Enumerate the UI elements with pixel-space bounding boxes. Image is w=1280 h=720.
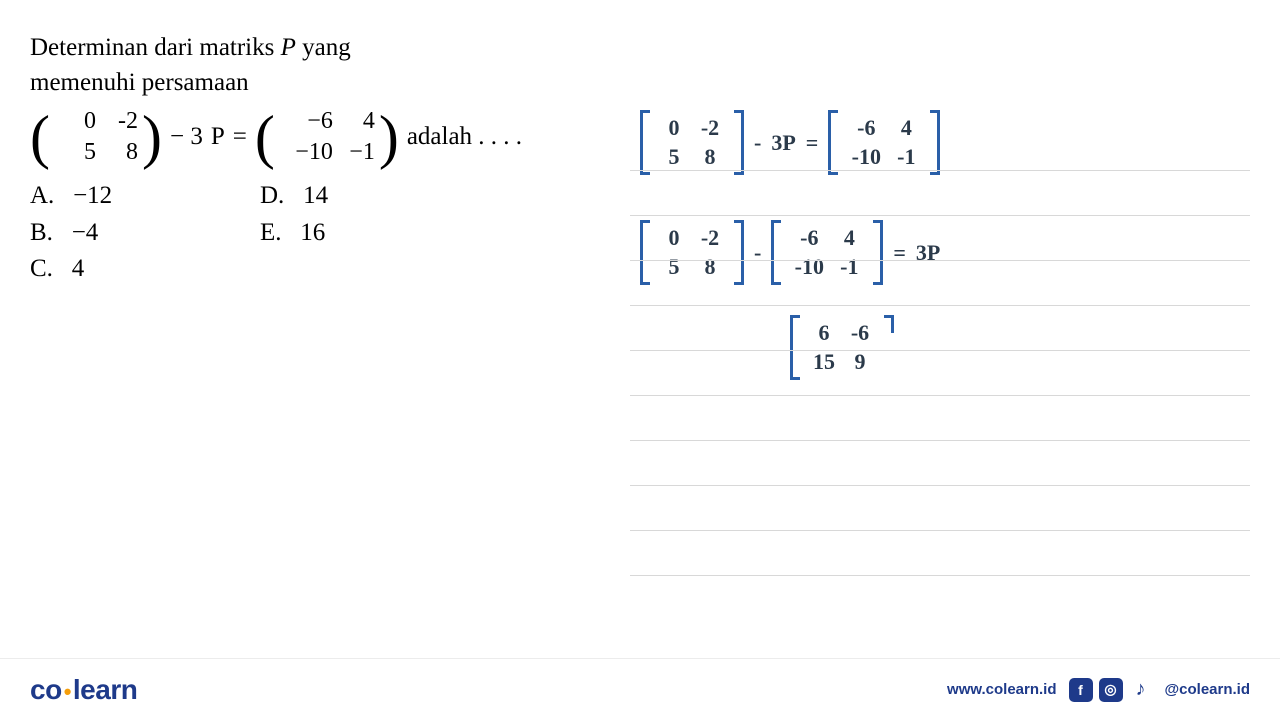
option-c: C. 4 <box>30 251 260 287</box>
ruled-line <box>630 260 1250 261</box>
tiktok-icon[interactable]: ♪ <box>1129 678 1153 702</box>
option-b: B. −4 <box>30 215 260 251</box>
footer: co•learn www.colearn.id f ◎ ♪ @colearn.i… <box>0 658 1280 720</box>
logo-dot-icon: • <box>62 679 73 704</box>
ruled-line <box>630 350 1250 351</box>
q-line1-b: yang <box>296 34 351 61</box>
ruled-line <box>630 395 1250 396</box>
hand-m2b: -64 -10-1 <box>771 220 883 285</box>
option-a: A. −12 <box>30 178 260 214</box>
eq-op2: = <box>225 123 255 151</box>
options-block: A. −12 D. 14 B. −4 E. 16 C. 4 <box>30 178 610 287</box>
matrix-2: ( −64 −10−1 ) <box>255 106 399 168</box>
option-d: D. 14 <box>260 178 490 214</box>
logo: co•learn <box>30 674 137 706</box>
q-line1-a: Determinan dari matriks <box>30 34 281 61</box>
q-var: P <box>281 34 296 61</box>
handwriting-area: 0-2 58 - 3P = -64 -10-1 <box>630 30 1250 550</box>
footer-url[interactable]: www.colearn.id <box>947 681 1056 698</box>
instagram-icon[interactable]: ◎ <box>1099 678 1123 702</box>
ruled-line <box>630 305 1250 306</box>
hand-eq2: 0-2 58 - -64 -10-1 = 3P <box>640 220 940 285</box>
ruled-line <box>630 485 1250 486</box>
social-handle[interactable]: @colearn.id <box>1165 681 1250 698</box>
ruled-line <box>630 440 1250 441</box>
ruled-line <box>630 530 1250 531</box>
option-e: E. 16 <box>260 215 490 251</box>
question-text: Determinan dari matriks P yang memenuhi … <box>30 30 610 100</box>
hand-m3: 6-6 159 <box>790 315 894 380</box>
equation-row: ( 0-2 58 ) − 3P = ( −64 −10−1 ) adalah .… <box>30 106 610 168</box>
hand-m1b: -64 -10-1 <box>828 110 940 175</box>
hand-m2a: 0-2 58 <box>640 220 744 285</box>
hand-m1a: 0-2 58 <box>640 110 744 175</box>
matrix-1: ( 0-2 58 ) <box>30 106 162 168</box>
eq-op1: − 3 <box>162 123 211 151</box>
facebook-icon[interactable]: f <box>1069 678 1093 702</box>
ruled-line <box>630 170 1250 171</box>
hand-eq1: 0-2 58 - 3P = -64 -10-1 <box>640 110 940 175</box>
hand-eq3: 6-6 159 <box>790 315 894 380</box>
eq-var: P <box>211 123 225 151</box>
question-block: Determinan dari matriks P yang memenuhi … <box>30 30 610 550</box>
q-line2: memenuhi persamaan <box>30 69 249 96</box>
eq-trail: adalah . . . . <box>399 123 530 151</box>
ruled-line <box>630 215 1250 216</box>
ruled-line <box>630 575 1250 576</box>
